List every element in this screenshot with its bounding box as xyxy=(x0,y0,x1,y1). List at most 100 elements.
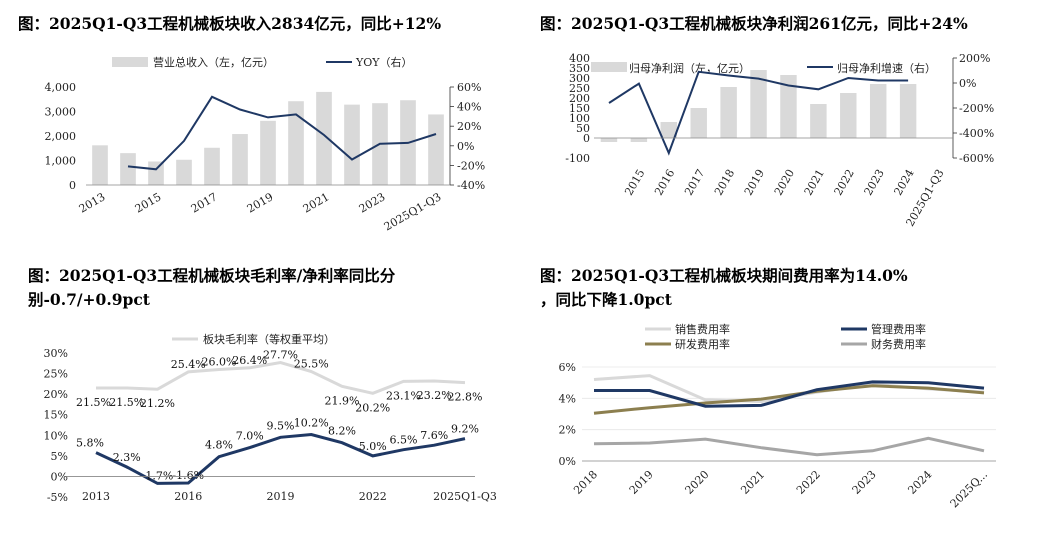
net-profit-chart-title: 图：2025Q1-Q3工程机械板块净利润261亿元，同比+24% xyxy=(540,14,968,33)
margin-chart-title-line2: 别-0.7/+0.9pct xyxy=(28,290,150,309)
x-axis-tick: 2016 xyxy=(652,167,677,198)
left-axis-tick: 1,000 xyxy=(45,155,77,168)
net-profit-bar xyxy=(630,138,648,142)
gross-margin-data-label: 26.4% xyxy=(232,354,267,367)
left-axis-tick: 300 xyxy=(569,72,590,85)
net-margin-data-label: 2.3% xyxy=(113,451,141,464)
y-axis-tick: 10% xyxy=(44,429,68,442)
expense-chart-title-line1: 图：2025Q1-Q3工程机械板块期间费用率为14.0% xyxy=(540,266,908,285)
x-axis-tick: 2018 xyxy=(712,167,737,198)
y-axis-tick: 5% xyxy=(51,450,68,463)
left-axis-tick: -100 xyxy=(565,152,590,165)
x-axis-tick: 2024 xyxy=(905,468,934,497)
legend-label-expense: 研发费用率 xyxy=(675,337,730,351)
right-axis-tick: -20% xyxy=(457,159,485,172)
x-axis-tick: 2017 xyxy=(682,167,707,198)
net-profit-bar xyxy=(750,70,767,138)
right-axis-tick: 0% xyxy=(959,77,976,90)
finance-expense-line xyxy=(593,436,985,457)
revenue-bar xyxy=(344,104,360,185)
net-margin-data-label: 6.5% xyxy=(390,434,418,447)
net-margin-data-label: 9.2% xyxy=(451,423,479,436)
x-axis-tick: 2023 xyxy=(357,190,388,215)
revenue-bar xyxy=(148,161,164,185)
revenue-chart: 营业总收入（左，亿元） YOY（右） 0 1,000 2,000 3,000 4,000 -4… xyxy=(45,55,486,233)
y-axis-tick: 25% xyxy=(44,368,68,381)
y-axis-tick: 2% xyxy=(559,424,576,437)
net-profit-bar xyxy=(869,84,887,138)
growth-line xyxy=(608,70,909,156)
gross-margin-data-label: 21.9% xyxy=(325,394,360,407)
x-axis-tick: 2019 xyxy=(742,167,767,198)
x-axis-tick: 2025Q... xyxy=(948,468,990,510)
margin-chart-title-line1: 图：2025Q1-Q3工程机械板块毛利率/净利率同比分 xyxy=(28,266,396,285)
legend-label-revenue: 营业总收入（左，亿元） xyxy=(153,55,274,69)
right-axis-tick: -600% xyxy=(959,152,994,165)
x-axis-tick: 2023 xyxy=(850,468,879,497)
x-axis-tick: 2019 xyxy=(627,468,656,497)
x-axis-tick: 2016 xyxy=(174,490,202,503)
net-profit-bar xyxy=(690,108,707,138)
left-axis-tick: 50 xyxy=(576,122,590,135)
x-axis-tick: 2025Q1-Q3 xyxy=(433,490,497,503)
net-profit-bar xyxy=(840,93,857,138)
x-axis-tick: 2017 xyxy=(189,190,220,215)
net-margin-data-label: 5.8% xyxy=(76,437,104,450)
net-margin-data-label: 4.8% xyxy=(205,439,233,452)
y-axis-tick: 4% xyxy=(559,392,576,405)
net-margin-data-label: 9.5% xyxy=(267,419,295,432)
gross-margin-line xyxy=(96,360,466,395)
net-margin-data-label: -1.7% xyxy=(142,469,174,482)
legend-label-yoy: YOY（右） xyxy=(355,55,413,69)
gross-margin-data-label: 23.2% xyxy=(417,389,452,402)
left-axis-tick: 0 xyxy=(583,132,590,145)
net-margin-data-label: 8.2% xyxy=(328,425,356,438)
right-axis-tick: -40% xyxy=(457,179,485,192)
right-axis-tick: 40% xyxy=(457,101,481,114)
net-margin-data-label: -1.6% xyxy=(172,469,204,482)
net-margin-data-label: 7.6% xyxy=(420,429,448,442)
revenue-bar xyxy=(232,134,248,185)
legend-label-net-profit: 归母净利润（左，亿元） xyxy=(629,61,750,75)
left-axis-tick: 100 xyxy=(569,112,590,125)
expense-chart-title-line2: ，同比下降1.0pct xyxy=(540,290,672,309)
gross-margin-data-label: 25.5% xyxy=(294,358,329,371)
y-axis-tick: 0% xyxy=(51,470,68,483)
revenue-bar xyxy=(260,120,276,185)
net-profit-bar xyxy=(810,104,827,138)
left-axis-tick: 250 xyxy=(569,82,590,95)
revenue-bar xyxy=(92,145,108,185)
legend-label-gross-margin: 板块毛利率（等权重平均） xyxy=(203,332,335,346)
y-axis-tick: 15% xyxy=(44,409,68,422)
legend-label-expense: 管理费用率 xyxy=(871,322,926,336)
x-axis-tick: 2018 xyxy=(571,468,600,497)
gross-margin-data-label: 21.2% xyxy=(140,397,175,410)
left-axis-tick: 150 xyxy=(569,102,590,115)
revenue-bar xyxy=(428,114,444,185)
net-margin-data-label: 5.0% xyxy=(359,440,387,453)
left-axis-tick: 200 xyxy=(569,92,590,105)
legend-label-expense: 销售费用率 xyxy=(675,322,730,336)
right-axis-tick: 20% xyxy=(457,120,481,133)
left-axis-tick: 350 xyxy=(569,62,590,75)
left-axis-tick: 0 xyxy=(69,179,76,192)
gross-margin-data-label: 27.7% xyxy=(263,348,298,361)
revenue-bar xyxy=(176,159,192,185)
y-axis-tick: -5% xyxy=(47,491,68,504)
right-axis-tick: 200% xyxy=(959,52,990,65)
x-axis-tick: 2019 xyxy=(245,190,276,215)
legend-swatch-net-profit xyxy=(591,62,627,72)
y-axis-tick: 30% xyxy=(44,347,68,360)
x-axis-tick: 2019 xyxy=(267,490,295,503)
gross-margin-data-label: 25.4% xyxy=(171,358,206,371)
revenue-bar xyxy=(316,91,332,185)
revenue-bar xyxy=(120,153,136,185)
right-axis-tick: -400% xyxy=(959,127,994,140)
x-axis-tick: 2025Q1-Q3 xyxy=(382,190,444,233)
x-axis-tick: 2024 xyxy=(891,167,916,198)
left-axis-tick: 400 xyxy=(569,52,590,65)
net-profit-chart: 归母净利润（左，亿元） 归母净利增速（右）-1000501001502002503… xyxy=(565,52,994,229)
gross-margin-data-label: 26.0% xyxy=(202,355,237,368)
rd-expense-line xyxy=(593,384,985,415)
gross-margin-data-label: 21.5% xyxy=(76,396,111,409)
